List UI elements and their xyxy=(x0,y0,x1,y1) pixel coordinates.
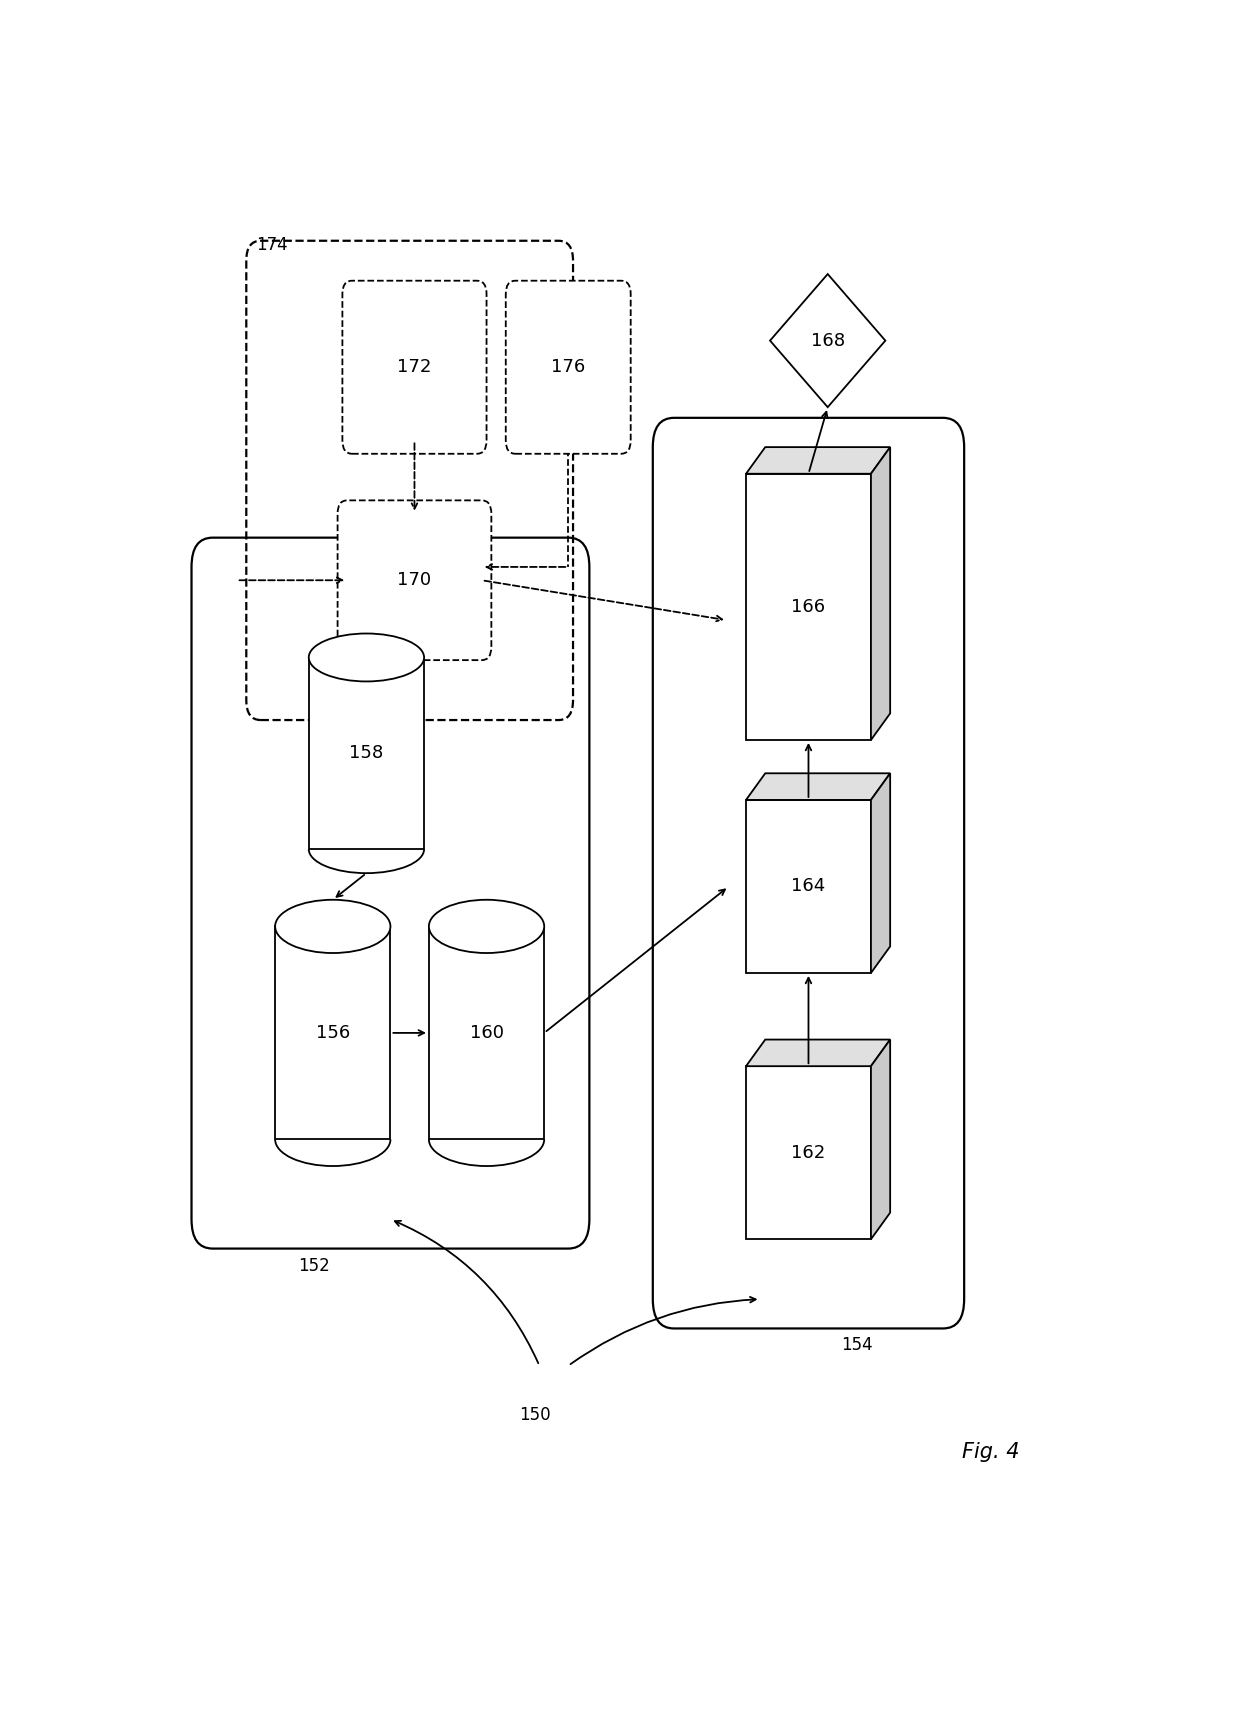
Text: 162: 162 xyxy=(791,1143,826,1162)
Ellipse shape xyxy=(429,899,544,953)
Ellipse shape xyxy=(309,633,424,681)
Text: 176: 176 xyxy=(551,358,585,377)
Text: Fig. 4: Fig. 4 xyxy=(962,1442,1019,1463)
Text: 160: 160 xyxy=(470,1024,503,1043)
Text: 168: 168 xyxy=(811,332,844,349)
FancyBboxPatch shape xyxy=(342,280,486,453)
Text: 164: 164 xyxy=(791,877,826,896)
Polygon shape xyxy=(870,773,890,973)
Bar xyxy=(429,927,544,1139)
Polygon shape xyxy=(870,1039,890,1240)
Bar xyxy=(746,1067,870,1240)
Text: 150: 150 xyxy=(518,1406,551,1423)
Text: 166: 166 xyxy=(791,598,826,616)
Polygon shape xyxy=(746,448,890,474)
FancyBboxPatch shape xyxy=(337,500,491,660)
Polygon shape xyxy=(870,448,890,740)
Text: 154: 154 xyxy=(841,1337,873,1354)
Text: 172: 172 xyxy=(397,358,432,377)
FancyBboxPatch shape xyxy=(506,280,631,453)
Text: 170: 170 xyxy=(397,571,432,590)
Bar xyxy=(746,801,870,973)
Text: 152: 152 xyxy=(298,1257,330,1274)
Bar xyxy=(309,657,424,849)
Polygon shape xyxy=(746,773,890,801)
Polygon shape xyxy=(746,1039,890,1067)
Bar xyxy=(746,474,870,740)
Ellipse shape xyxy=(275,899,391,953)
Text: 158: 158 xyxy=(350,743,383,762)
Text: 156: 156 xyxy=(316,1024,350,1043)
Polygon shape xyxy=(770,273,885,408)
Bar xyxy=(275,927,391,1139)
Text: 174: 174 xyxy=(255,237,288,254)
